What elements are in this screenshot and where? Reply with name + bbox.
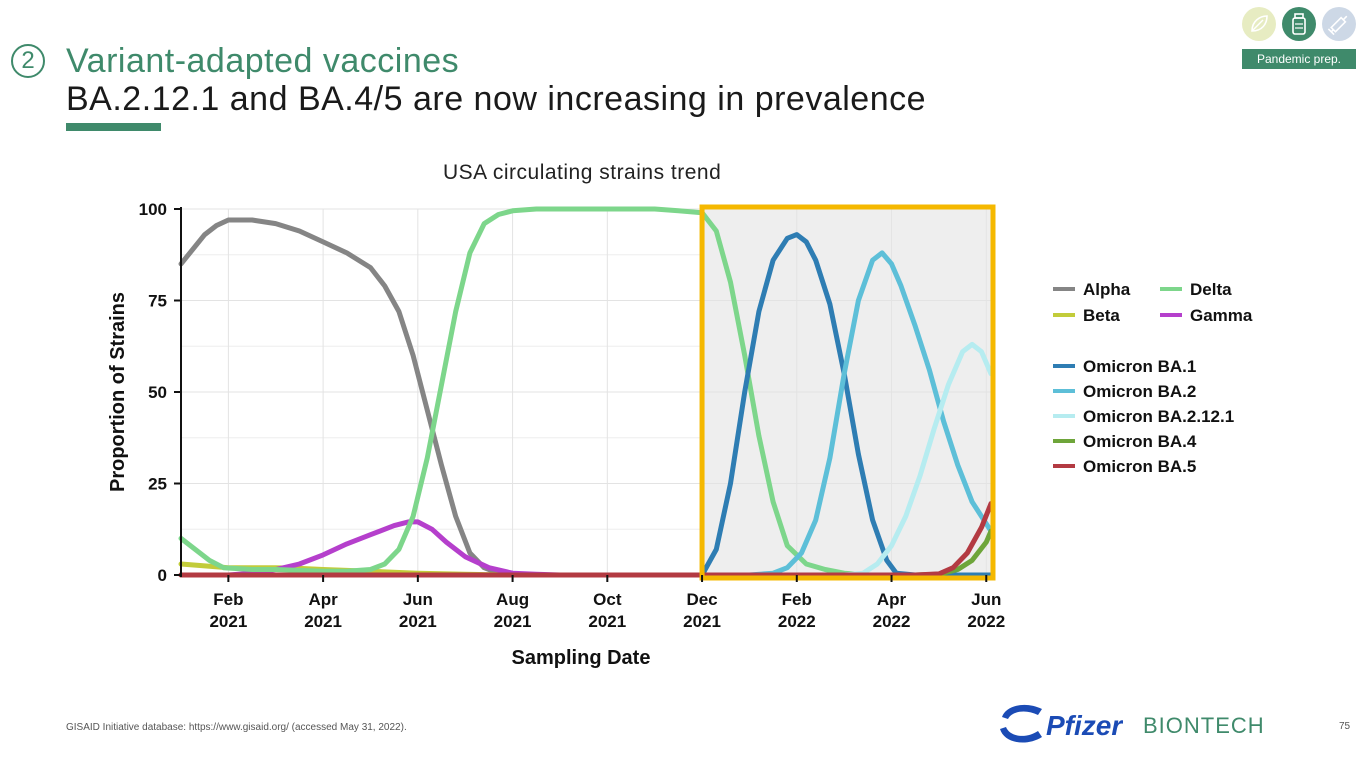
series-line-omicron-ba-5 (178, 501, 994, 578)
x-tick-label-month: Oct (593, 590, 622, 609)
y-tick-label: 50 (148, 383, 167, 402)
section-icons (1242, 7, 1356, 41)
y-tick-label: 100 (139, 200, 167, 219)
syringe-icon (1322, 7, 1356, 41)
x-tick-label-month: Feb (782, 590, 812, 609)
highlight-region-box (699, 204, 996, 581)
x-tick-label-year: 2021 (494, 612, 532, 631)
x-tick-label-year: 2021 (399, 612, 437, 631)
legend-label-omicron-ba-1: Omicron BA.1 (1083, 357, 1196, 376)
x-tick-label-month: Feb (213, 590, 243, 609)
x-tick-label-year: 2022 (778, 612, 816, 631)
legend-label-omicron-ba-5: Omicron BA.5 (1083, 457, 1196, 476)
pfizer-logo-text: Pfizer (1046, 710, 1123, 741)
chart-title: USA circulating strains trend (443, 161, 722, 184)
x-tick-label-year: 2022 (967, 612, 1005, 631)
slide-title: Variant-adapted vaccines (66, 42, 460, 80)
y-axis-title: Proportion of Strains (107, 292, 129, 492)
series-line-delta (178, 206, 871, 578)
series-line-omicron-ba-1 (699, 232, 994, 578)
title-underline (66, 123, 161, 131)
x-tick-label-month: Jun (971, 590, 1001, 609)
x-tick-label-year: 2021 (209, 612, 247, 631)
x-tick-label-year: 2022 (873, 612, 911, 631)
chart-series-layer (178, 206, 994, 578)
x-tick-label-month: Aug (496, 590, 529, 609)
slide-subtitle: BA.2.12.1 and BA.4/5 are now increasing … (66, 80, 927, 118)
biontech-logo-text: BIONTECH (1143, 713, 1265, 737)
y-tick-label: 75 (148, 292, 167, 311)
vial-icon (1282, 7, 1316, 41)
series-line-omicron-ba-2 (699, 250, 994, 578)
legend-label-delta: Delta (1190, 280, 1232, 299)
legend-label-omicron-ba-2: Omicron BA.2 (1083, 382, 1196, 401)
chart-legend: Alpha Delta Beta Gamma Omicron BA.1 Omicron B… (1053, 280, 1253, 476)
chart-tick-labels: 0 25 50 75 100 Feb 2021 Apr 2021 Jun 2021 Aug 2021 Oc… (139, 200, 1006, 631)
pfizer-logo: Pfizer (998, 697, 1124, 756)
legend-label-omicron-ba-4: Omicron BA.4 (1083, 432, 1197, 451)
x-tick-label-year: 2021 (588, 612, 626, 631)
legend-label-alpha: Alpha (1083, 280, 1131, 299)
x-tick-label-year: 2021 (683, 612, 721, 631)
legend-label-gamma: Gamma (1190, 306, 1253, 325)
section-tag: Pandemic prep. (1242, 49, 1356, 69)
page-number: 75 (1339, 721, 1351, 732)
x-axis-title: Sampling Date (512, 647, 651, 669)
source-footnote: GISAID Initiative database: https://www.… (66, 722, 407, 733)
y-tick-label: 0 (158, 566, 167, 585)
x-tick-label-month: Apr (877, 590, 907, 609)
step-number-badge: 2 (11, 44, 45, 78)
x-tick-label-month: Dec (686, 590, 717, 609)
x-tick-label-month: Jun (403, 590, 433, 609)
biontech-logo: BIONTECH (1143, 713, 1303, 742)
leaf-icon (1242, 7, 1276, 41)
legend-label-beta: Beta (1083, 306, 1120, 325)
y-tick-label: 25 (148, 475, 167, 494)
legend-label-omicron-ba-2-12-1: Omicron BA.2.12.1 (1083, 407, 1234, 426)
x-tick-label-year: 2021 (304, 612, 342, 631)
x-tick-label-month: Apr (308, 590, 338, 609)
